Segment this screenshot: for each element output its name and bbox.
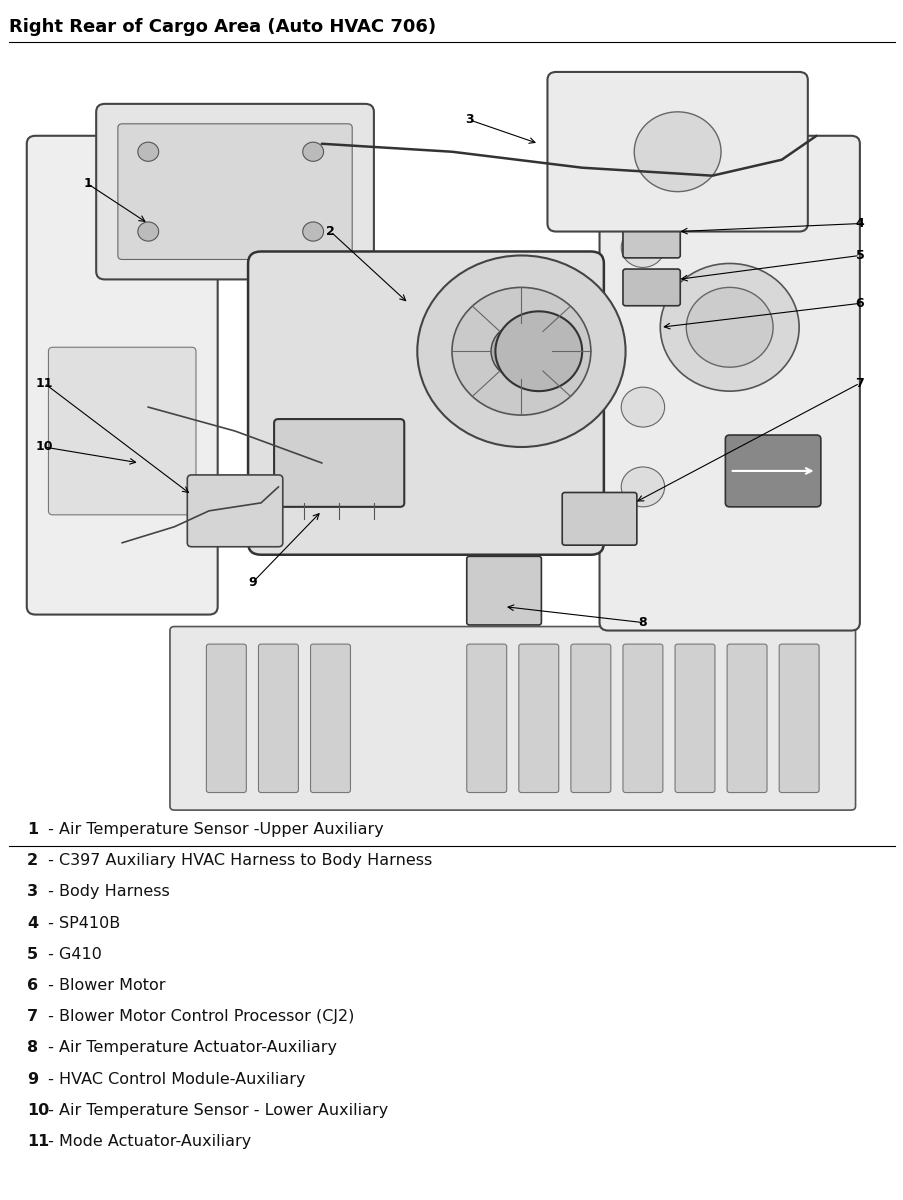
Text: 1: 1 [83, 178, 92, 190]
FancyBboxPatch shape [571, 644, 610, 792]
Text: - C397 Auxiliary HVAC Harness to Body Harness: - C397 Auxiliary HVAC Harness to Body Ha… [43, 853, 433, 869]
Circle shape [417, 256, 625, 446]
Text: 9: 9 [27, 1072, 38, 1087]
FancyBboxPatch shape [726, 644, 766, 792]
FancyBboxPatch shape [622, 221, 679, 258]
FancyBboxPatch shape [49, 347, 196, 515]
Text: - G410: - G410 [43, 947, 102, 962]
Circle shape [634, 112, 721, 192]
FancyBboxPatch shape [724, 436, 820, 506]
Text: - SP410B: - SP410B [43, 916, 120, 931]
Text: - Air Temperature Sensor -Upper Auxiliary: - Air Temperature Sensor -Upper Auxiliar… [43, 822, 384, 838]
Circle shape [620, 172, 664, 211]
Text: - Air Temperature Actuator-Auxiliary: - Air Temperature Actuator-Auxiliary [43, 1040, 337, 1056]
FancyBboxPatch shape [622, 269, 679, 306]
Circle shape [303, 222, 323, 241]
Circle shape [452, 287, 591, 415]
Circle shape [495, 311, 582, 391]
FancyBboxPatch shape [274, 419, 404, 506]
FancyBboxPatch shape [96, 104, 374, 280]
Text: 3: 3 [464, 113, 473, 126]
Text: 2: 2 [326, 226, 334, 238]
FancyBboxPatch shape [562, 492, 636, 545]
Text: 5: 5 [854, 248, 863, 262]
Text: 4: 4 [27, 916, 38, 931]
Text: 2: 2 [27, 853, 38, 869]
Text: 8: 8 [27, 1040, 38, 1056]
Text: - Air Temperature Sensor - Lower Auxiliary: - Air Temperature Sensor - Lower Auxilia… [43, 1103, 388, 1118]
Circle shape [490, 323, 551, 379]
FancyBboxPatch shape [117, 124, 352, 259]
Text: 4: 4 [854, 217, 863, 230]
Text: Right Rear of Cargo Area (Auto HVAC 706): Right Rear of Cargo Area (Auto HVAC 706) [9, 18, 435, 36]
FancyBboxPatch shape [675, 644, 714, 792]
Circle shape [303, 142, 323, 161]
Text: 11: 11 [27, 1134, 50, 1150]
FancyBboxPatch shape [247, 252, 603, 554]
Circle shape [620, 388, 664, 427]
FancyBboxPatch shape [518, 644, 558, 792]
Text: 11: 11 [35, 377, 52, 390]
FancyBboxPatch shape [170, 626, 854, 810]
Text: - Mode Actuator-Auxiliary: - Mode Actuator-Auxiliary [43, 1134, 251, 1150]
FancyBboxPatch shape [466, 557, 541, 625]
Circle shape [137, 142, 159, 161]
Text: 7: 7 [27, 1009, 38, 1024]
Text: 6: 6 [27, 978, 38, 994]
FancyBboxPatch shape [187, 475, 283, 547]
Text: 3: 3 [27, 884, 38, 900]
Text: 10: 10 [27, 1103, 50, 1118]
FancyBboxPatch shape [258, 644, 298, 792]
Text: 8: 8 [638, 616, 647, 629]
FancyBboxPatch shape [622, 644, 662, 792]
Circle shape [137, 222, 159, 241]
Text: 1: 1 [27, 822, 38, 838]
Circle shape [685, 287, 772, 367]
Text: - Blower Motor: - Blower Motor [43, 978, 166, 994]
FancyBboxPatch shape [27, 136, 218, 614]
Text: - Blower Motor Control Processor (CJ2): - Blower Motor Control Processor (CJ2) [43, 1009, 354, 1024]
FancyBboxPatch shape [547, 72, 807, 232]
Circle shape [620, 228, 664, 268]
FancyBboxPatch shape [311, 644, 350, 792]
Text: 10: 10 [35, 440, 52, 454]
FancyBboxPatch shape [778, 644, 818, 792]
Text: 6: 6 [854, 296, 863, 310]
Text: - HVAC Control Module-Auxiliary: - HVAC Control Module-Auxiliary [43, 1072, 305, 1087]
Text: 5: 5 [27, 947, 38, 962]
FancyBboxPatch shape [599, 136, 859, 630]
FancyBboxPatch shape [206, 644, 246, 792]
FancyBboxPatch shape [466, 644, 506, 792]
Circle shape [620, 467, 664, 506]
Text: - Body Harness: - Body Harness [43, 884, 170, 900]
Circle shape [659, 264, 798, 391]
Text: 9: 9 [247, 576, 256, 589]
Text: 7: 7 [854, 377, 863, 390]
